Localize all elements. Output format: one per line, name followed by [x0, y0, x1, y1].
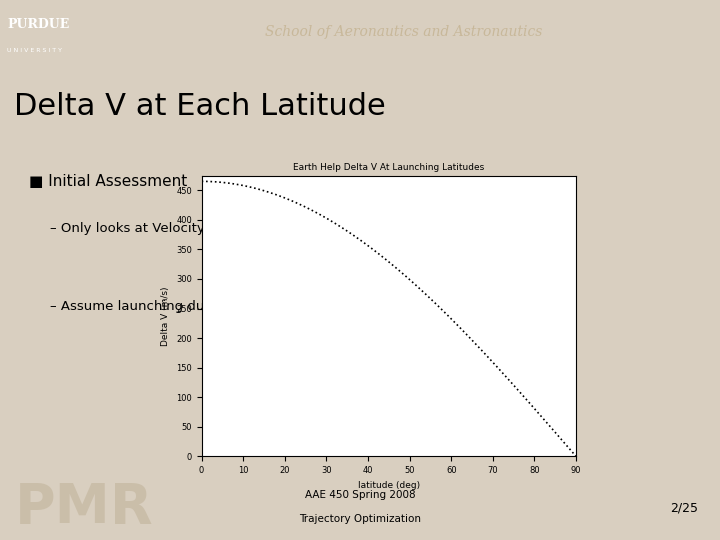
X-axis label: latitude (deg): latitude (deg) [358, 481, 420, 490]
Text: AAE 450 Spring 2008: AAE 450 Spring 2008 [305, 490, 415, 500]
Text: Delta V at Each Latitude: Delta V at Each Latitude [14, 92, 386, 121]
Text: Trajectory Optimization: Trajectory Optimization [299, 514, 421, 524]
Text: 2/25: 2/25 [670, 501, 698, 514]
Text: PURDUE: PURDUE [7, 17, 69, 31]
Y-axis label: Delta V (m/s): Delta V (m/s) [161, 286, 171, 346]
Text: PMR: PMR [14, 481, 153, 535]
Text: School of Aeronautics and Astronautics: School of Aeronautics and Astronautics [264, 25, 542, 38]
Text: U N I V E R S I T Y: U N I V E R S I T Y [7, 48, 62, 53]
Text: ■ Initial Assessment: ■ Initial Assessment [29, 174, 187, 189]
Title: Earth Help Delta V At Launching Latitudes: Earth Help Delta V At Launching Latitude… [293, 163, 485, 172]
Text: – Assume launching due East: – Assume launching due East [50, 300, 246, 313]
Text: – Only looks at Velocity gained from the rotation of the Earth: – Only looks at Velocity gained from the… [50, 222, 456, 235]
